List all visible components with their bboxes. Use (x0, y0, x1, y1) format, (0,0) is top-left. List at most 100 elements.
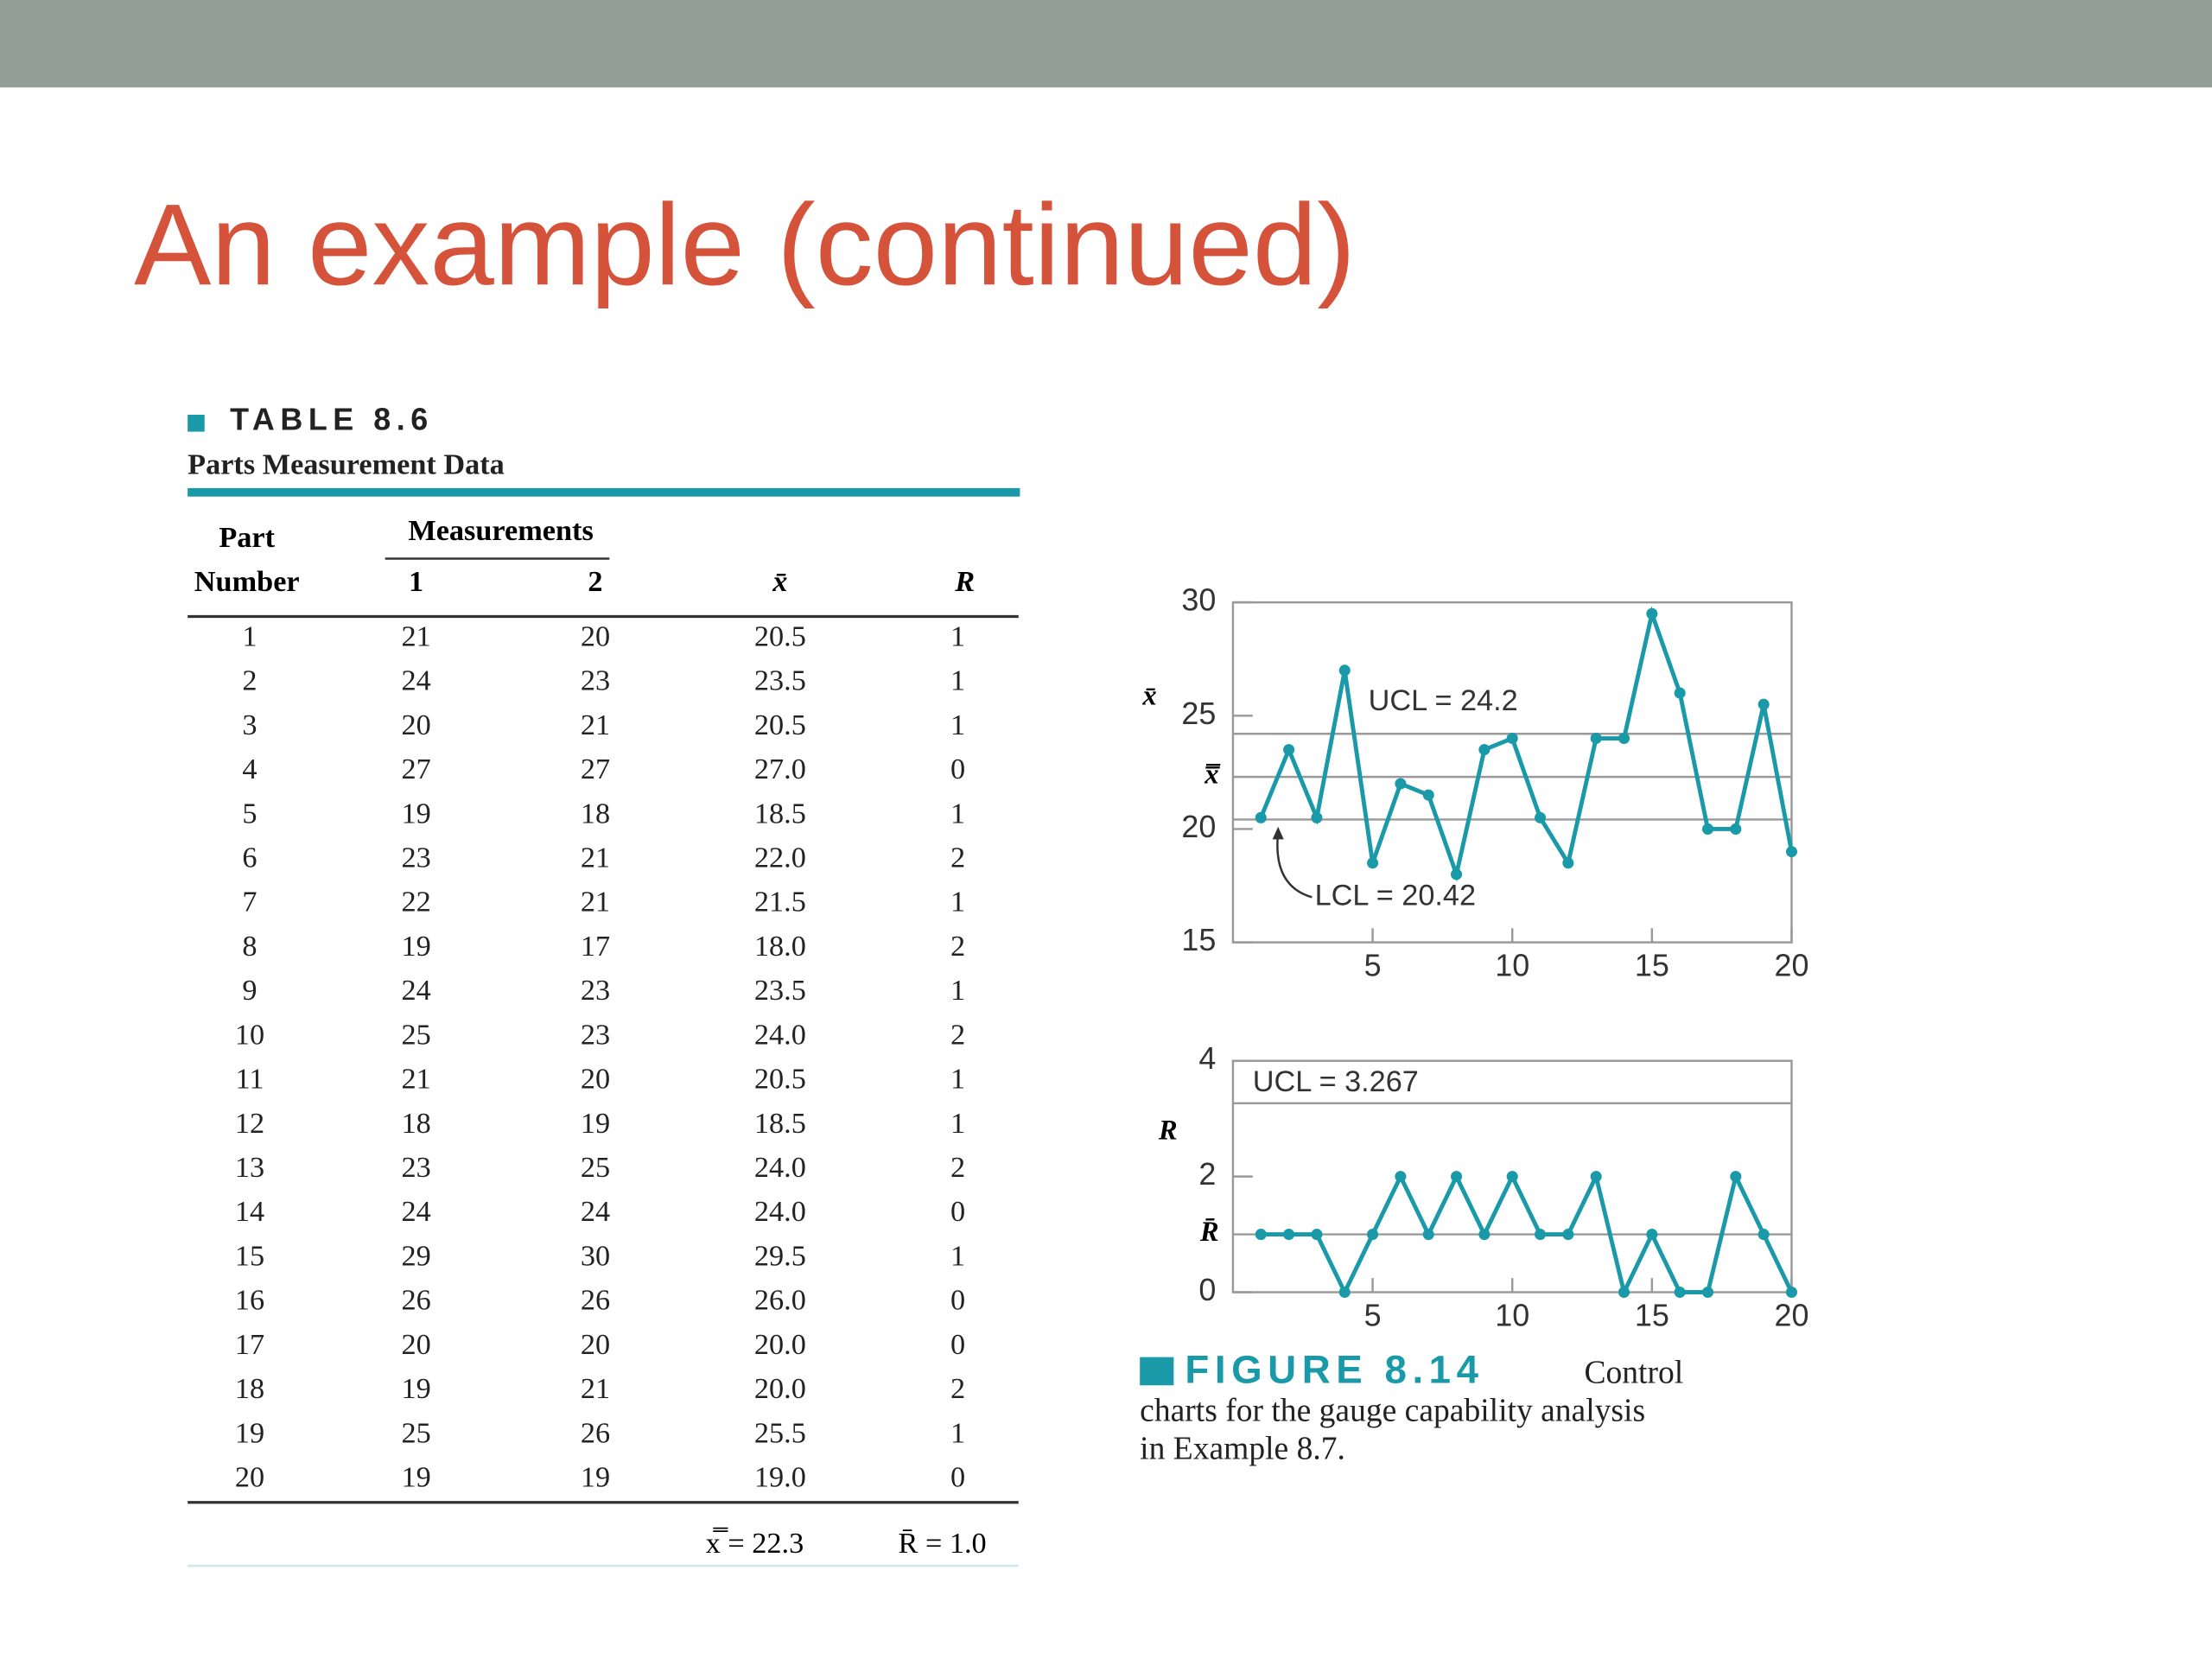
table-cell: 15 (235, 1239, 264, 1272)
reference-label: LCL = 20.42 (1315, 879, 1476, 912)
y-tick-label: 20 (1181, 809, 1216, 844)
data-point (1785, 846, 1797, 858)
table-cell: 6 (242, 842, 257, 874)
data-point (1451, 1171, 1463, 1183)
table-cell: 20 (401, 1328, 430, 1361)
table-cell: 21.5 (754, 886, 806, 918)
table-cell: 24.0 (754, 1195, 806, 1228)
table-cell: 21 (581, 886, 610, 918)
table-cell: 21 (581, 709, 610, 741)
table-cell: 22 (401, 886, 430, 918)
table-cell: 26.0 (754, 1284, 806, 1317)
table-cell: 2 (950, 1018, 965, 1051)
table-cell: 27 (401, 753, 430, 785)
column-header: 2 (588, 565, 602, 598)
table-cell: 20 (581, 1063, 610, 1096)
data-point (1590, 733, 1602, 745)
table-cell: 16 (235, 1284, 264, 1317)
data-point (1255, 1229, 1267, 1241)
reference-label: x̿ (1204, 760, 1221, 791)
table-cell: 4 (242, 753, 257, 785)
table-cell: 26 (401, 1284, 430, 1317)
table-cell: 23.5 (754, 974, 806, 1007)
table-footer: x̿ = 22.3 (706, 1527, 804, 1560)
data-point (1311, 1229, 1323, 1241)
reference-label: UCL = 24.2 (1369, 684, 1518, 717)
table-cell: 23 (401, 1151, 430, 1184)
figure-text: in Example 8.7. (1140, 1432, 1345, 1467)
table-cell: 20 (581, 620, 610, 652)
table-cell: 10 (235, 1018, 264, 1051)
data-point (1562, 857, 1574, 869)
data-point (1674, 687, 1686, 699)
data-point (1535, 811, 1547, 823)
table-cell: 24 (401, 1195, 430, 1228)
figure-label: FIGURE 8.14 (1185, 1348, 1484, 1392)
table-cell: 23.5 (754, 664, 806, 697)
table-cell: 19 (581, 1461, 610, 1494)
table-cell: 18.0 (754, 930, 806, 963)
table-cell: 19.0 (754, 1461, 806, 1494)
data-point (1618, 1286, 1630, 1299)
data-point (1506, 1171, 1518, 1183)
table-cell: 25 (581, 1151, 610, 1184)
data-point (1283, 1229, 1295, 1241)
table-label: TABLE 8.6 (230, 402, 434, 437)
table-cell: 18.5 (754, 797, 806, 830)
table-cell: 17 (235, 1328, 264, 1361)
data-point (1367, 857, 1379, 869)
table-cell: 1 (950, 974, 965, 1007)
header-group: Measurements (408, 514, 593, 547)
table-cell: 21 (401, 1063, 430, 1096)
data-point (1255, 811, 1267, 823)
x-tick-label: 5 (1364, 1297, 1382, 1332)
table-cell: 25.5 (754, 1416, 806, 1449)
data-point (1646, 1229, 1658, 1241)
table-footer: R̄ = 1.0 (899, 1527, 987, 1560)
data-point (1562, 1229, 1574, 1241)
table-cell: 24 (581, 1195, 610, 1228)
data-point (1785, 1286, 1797, 1299)
data-point (1674, 1286, 1686, 1299)
reference-label: R̄ (1199, 1217, 1219, 1248)
table-cell: 2 (242, 664, 257, 697)
table-cell: 18.5 (754, 1107, 806, 1140)
table-cell: 1 (242, 620, 257, 652)
table-cell: 19 (401, 930, 430, 963)
table-cell: 13 (235, 1151, 264, 1184)
table-cell: 19 (401, 797, 430, 830)
x-tick-label: 15 (1635, 1297, 1669, 1332)
data-point (1338, 664, 1351, 677)
column-header: x̄ (772, 565, 787, 598)
table-cell: 20 (401, 709, 430, 741)
table-cell: 24 (401, 664, 430, 697)
figure-text: charts for the gauge capability analysis (1140, 1394, 1645, 1429)
table-cell: 23 (581, 974, 610, 1007)
table-cell: 23 (401, 842, 430, 874)
table-cell: 24 (401, 974, 430, 1007)
table-cell: 2 (950, 930, 965, 963)
data-point (1478, 1229, 1491, 1241)
table-cell: 0 (950, 1328, 965, 1361)
data-point (1590, 1171, 1602, 1183)
y-tick-label: 4 (1198, 1040, 1216, 1076)
slide-title: An example (continued) (134, 181, 1356, 309)
table-cell: 29.5 (754, 1239, 806, 1272)
table-cell: 1 (950, 797, 965, 830)
table-cell: 0 (950, 1461, 965, 1494)
data-point (1618, 733, 1630, 745)
table-cell: 0 (950, 1284, 965, 1317)
table-cell: 1 (950, 1239, 965, 1272)
data-point (1311, 811, 1323, 823)
table-cell: 21 (581, 1372, 610, 1405)
table-cell: 0 (950, 753, 965, 785)
data-point (1646, 607, 1658, 620)
table-cell: 20.5 (754, 1063, 806, 1096)
table-cell: 1 (950, 886, 965, 918)
x-tick-label: 10 (1495, 1297, 1529, 1332)
header-number: Number (194, 565, 300, 598)
column-header: 1 (409, 565, 423, 598)
table-cell: 2 (950, 1151, 965, 1184)
table-caption: Parts Measurement Data (188, 448, 505, 480)
table-cell: 17 (581, 930, 610, 963)
